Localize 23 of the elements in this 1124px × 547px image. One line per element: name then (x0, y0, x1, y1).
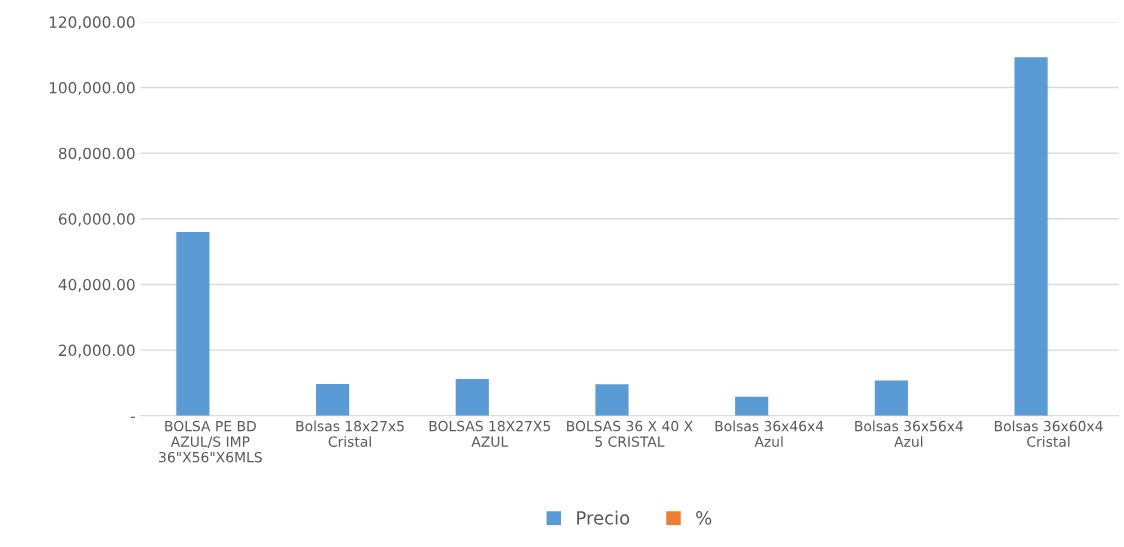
legend-label: % (696, 511, 712, 525)
y-tick-label: 80,000.00 (58, 147, 135, 161)
x-tick-label: Bolsas 18x27x5 Cristal (296, 420, 404, 447)
bar (735, 396, 769, 416)
bar (874, 380, 908, 416)
y-tick-label: - (130, 416, 135, 418)
legend-label: Precio (577, 510, 630, 525)
x-tick-label: BOLSAS 36 X 40 X 5 CRISTAL (567, 420, 693, 447)
x-tick-label: Bolsas 36x46x4 Azul (715, 420, 824, 447)
bar (1014, 57, 1048, 416)
y-tick-label: 20,000.00 (59, 344, 135, 358)
x-tick-label: BOLSA PE BD AZUL/S IMP 36"X56"X6MLS (159, 420, 262, 463)
y-tick-label: 40,000.00 (58, 278, 135, 293)
y-tick-label: 100,000.00 (49, 81, 135, 96)
y-tick-label: 120,000.00 (49, 16, 135, 30)
bar (455, 378, 489, 416)
x-tick-label: Bolsas 36x60x4 Cristal (994, 420, 1103, 447)
x-tick-label: Bolsas 36x56x4 Azul (855, 420, 964, 447)
y-tick-label: 60,000.00 (58, 213, 135, 227)
bar (595, 384, 629, 416)
bar (176, 231, 210, 416)
bar (315, 383, 350, 416)
x-tick-label: BOLSAS 18X27X5 AZUL (429, 420, 551, 447)
